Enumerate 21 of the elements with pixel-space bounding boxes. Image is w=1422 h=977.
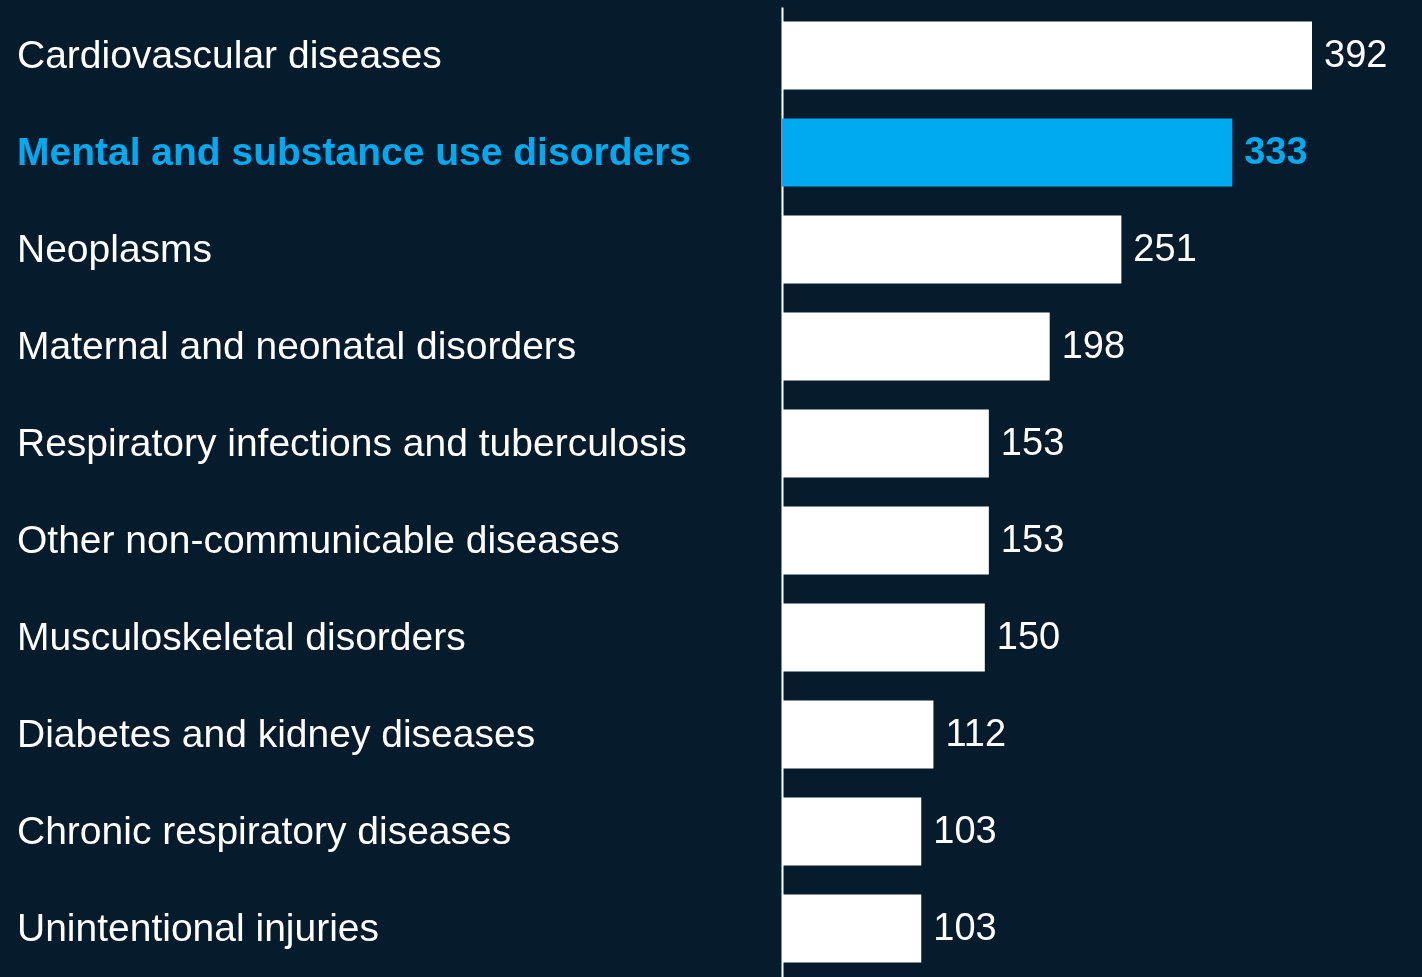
bar: [782, 118, 1233, 187]
data-label: 103: [933, 808, 997, 851]
y-tick-label: Neoplasms: [17, 226, 213, 270]
data-label: 103: [933, 905, 997, 948]
data-label: 251: [1133, 226, 1197, 269]
y-tick-label: Musculoskeletal disorders: [17, 614, 466, 658]
data-label: 153: [1000, 517, 1065, 560]
data-label: 153: [1000, 420, 1065, 463]
y-tick-label: Chronic respiratory diseases: [17, 808, 512, 852]
data-label: 333: [1244, 129, 1308, 172]
data-label: 198: [1061, 323, 1126, 366]
data-label: 392: [1324, 32, 1388, 75]
y-tick-label: Diabetes and kidney diseases: [17, 711, 536, 755]
y-tick-label: Maternal and neonatal disorders: [17, 323, 577, 367]
y-tick-label: Other non-communicable diseases: [17, 517, 620, 561]
y-tick-label: Mental and substance use disorders: [17, 129, 692, 173]
y-tick-label: Unintentional injuries: [17, 905, 380, 949]
data-label: 150: [996, 614, 1061, 657]
data-label: 112: [945, 711, 1007, 754]
y-tick-label: Respiratory infections and tuberculosis: [17, 420, 687, 464]
y-tick-label: Cardiovascular diseases: [17, 32, 442, 76]
